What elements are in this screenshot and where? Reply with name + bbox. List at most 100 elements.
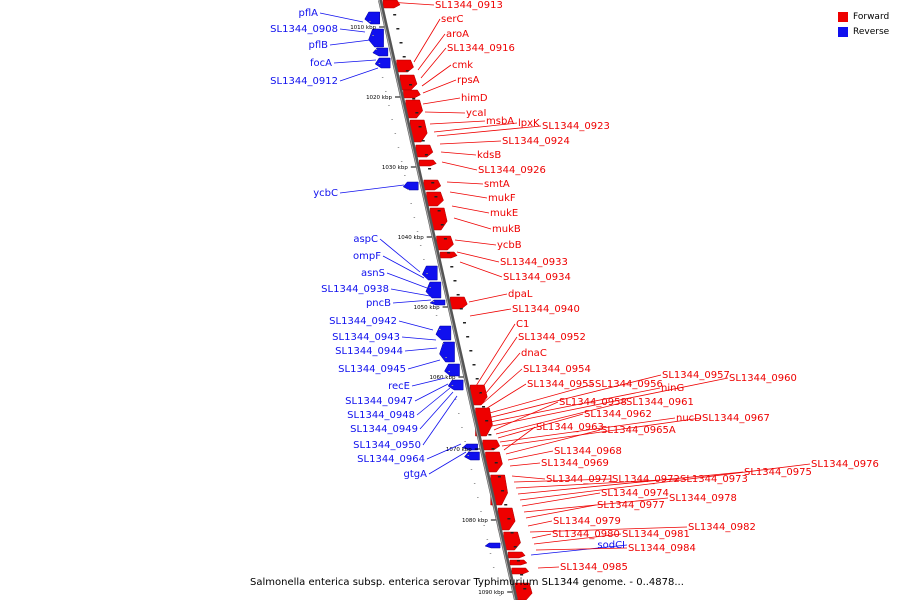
reverse-gene-label[interactable]: SL1344_0950 [353, 440, 421, 451]
forward-gene-feature[interactable] [503, 531, 521, 551]
reverse-gene-label[interactable]: SL1344_0944 [335, 346, 403, 357]
forward-gene-feature[interactable] [511, 567, 530, 575]
forward-gene-label[interactable]: SL1344_0957 [662, 370, 730, 381]
reverse-gene-label[interactable]: SL1344_0949 [350, 424, 418, 435]
forward-gene-label[interactable]: ycbB [497, 240, 522, 251]
reverse-gene-feature[interactable] [447, 379, 464, 391]
forward-gene-label[interactable]: ycaI [466, 108, 487, 119]
reverse-gene-label[interactable]: pflA [299, 8, 319, 19]
forward-gene-label[interactable]: mukE [490, 208, 518, 219]
forward-gene-label[interactable]: smtA [484, 179, 510, 190]
forward-gene-label[interactable]: msbA [486, 116, 514, 127]
forward-gene-label[interactable]: SL1344_0940 [512, 304, 580, 315]
forward-gene-feature[interactable] [426, 191, 444, 207]
forward-gene-feature[interactable] [423, 179, 442, 191]
reverse-gene-feature[interactable] [484, 542, 501, 549]
forward-gene-label[interactable]: C1 [516, 319, 529, 330]
forward-gene-label[interactable]: SL1344_0980 [552, 529, 620, 540]
reverse-gene-feature[interactable] [374, 57, 391, 69]
forward-gene-label[interactable]: SL1344_0923 [542, 121, 610, 132]
forward-gene-label[interactable]: dpaL [508, 289, 533, 300]
forward-gene-label[interactable]: rpsA [457, 75, 480, 86]
reverse-gene-label[interactable]: ycbC [313, 188, 338, 199]
forward-gene-label[interactable]: SL1344_0924 [502, 136, 570, 147]
forward-gene-label[interactable]: cmk [452, 60, 473, 71]
reverse-gene-label[interactable]: SL1344_0945 [338, 364, 406, 375]
reverse-gene-label[interactable]: gtgA [404, 469, 428, 480]
forward-gene-feature[interactable] [403, 89, 421, 99]
reverse-gene-feature[interactable] [372, 47, 389, 57]
forward-gene-label[interactable]: dnaC [521, 348, 547, 359]
forward-gene-label[interactable]: SL1344_0973 [680, 474, 748, 485]
forward-gene-label[interactable]: SL1344_0926 [478, 165, 546, 176]
forward-gene-label[interactable]: SL1344_0968 [554, 446, 622, 457]
forward-gene-label[interactable]: SL1344_0934 [503, 272, 571, 283]
forward-gene-label[interactable]: SL1344_0976 [811, 459, 879, 470]
reverse-gene-feature[interactable] [439, 341, 455, 363]
forward-gene-feature[interactable] [382, 0, 401, 9]
reverse-gene-feature[interactable] [368, 28, 384, 48]
forward-gene-label[interactable]: SL1344_0974 [601, 488, 669, 499]
reverse-gene-label[interactable]: ompF [353, 251, 381, 262]
forward-gene-label[interactable]: ninG [661, 383, 684, 394]
forward-gene-label[interactable]: SL1344_0955 [527, 379, 595, 390]
forward-gene-label[interactable]: SL1344_0965A [601, 425, 676, 436]
forward-gene-label[interactable]: SL1344_0916 [447, 43, 515, 54]
forward-gene-feature[interactable] [490, 474, 508, 506]
reverse-gene-feature[interactable] [364, 11, 380, 25]
forward-gene-feature[interactable] [415, 144, 434, 158]
forward-gene-label[interactable]: SL1344_0977 [597, 500, 665, 511]
forward-gene-label[interactable]: SL1344_0963 [536, 422, 604, 433]
forward-gene-label[interactable]: SL1344_0982 [688, 522, 756, 533]
reverse-gene-feature[interactable] [402, 181, 419, 191]
forward-gene-label[interactable]: aroA [446, 29, 469, 40]
forward-gene-label[interactable]: SL1344_0961 [626, 397, 694, 408]
forward-gene-label[interactable]: SL1344_0952 [518, 332, 586, 343]
forward-gene-label[interactable]: kdsB [477, 150, 501, 161]
reverse-gene-label[interactable]: aspC [353, 234, 378, 245]
forward-gene-label[interactable]: SL1344_0913 [435, 0, 503, 11]
reverse-gene-label[interactable]: SL1344_0943 [332, 332, 400, 343]
forward-gene-feature[interactable] [507, 551, 526, 559]
forward-gene-label[interactable]: nucD [676, 413, 702, 424]
forward-gene-feature[interactable] [482, 439, 501, 451]
reverse-gene-label[interactable]: SL1344_0908 [270, 24, 338, 35]
reverse-gene-label[interactable]: SL1344_0947 [345, 396, 413, 407]
reverse-gene-label[interactable]: SL1344_0942 [329, 316, 397, 327]
legend-forward[interactable]: Forward [838, 9, 889, 24]
forward-gene-label[interactable]: mukB [492, 224, 521, 235]
reverse-gene-feature[interactable] [421, 265, 438, 281]
forward-gene-feature[interactable] [396, 59, 414, 73]
forward-gene-feature[interactable] [419, 159, 437, 167]
legend-reverse[interactable]: Reverse [838, 24, 889, 39]
forward-gene-label[interactable]: SL1344_0971 [546, 474, 614, 485]
reverse-gene-label[interactable]: sodCI [597, 540, 625, 551]
forward-gene-feature[interactable] [399, 74, 418, 91]
forward-gene-label[interactable]: SL1344_0960 [729, 373, 797, 384]
forward-gene-feature[interactable] [405, 99, 423, 119]
forward-gene-label[interactable]: SL1344_0975 [744, 467, 812, 478]
forward-gene-label[interactable]: SL1344_0969 [541, 458, 609, 469]
forward-gene-feature[interactable] [450, 296, 468, 310]
reverse-gene-label[interactable]: pncB [366, 298, 391, 309]
reverse-gene-label[interactable]: asnS [361, 268, 385, 279]
forward-gene-label[interactable]: SL1344_0972 [612, 474, 680, 485]
forward-gene-label[interactable]: himD [461, 93, 488, 104]
forward-gene-label[interactable]: SL1344_0958 [559, 397, 627, 408]
forward-gene-label[interactable]: SL1344_0954 [523, 364, 591, 375]
reverse-gene-feature[interactable] [435, 325, 452, 341]
reverse-gene-feature[interactable] [444, 363, 460, 377]
forward-gene-label[interactable]: SL1344_0979 [553, 516, 621, 527]
forward-gene-label[interactable]: SL1344_0985 [560, 562, 628, 573]
forward-gene-label[interactable]: SL1344_0967 [702, 413, 770, 424]
forward-gene-feature[interactable] [509, 559, 528, 566]
forward-gene-label[interactable]: serC [441, 14, 463, 25]
reverse-gene-label[interactable]: recE [388, 381, 410, 392]
reverse-gene-feature[interactable] [425, 281, 442, 299]
forward-gene-label[interactable]: SL1344_0978 [669, 493, 737, 504]
forward-gene-label[interactable]: SL1344_0962 [584, 409, 652, 420]
reverse-gene-label[interactable]: SL1344_0948 [347, 410, 415, 421]
reverse-gene-label[interactable]: pflB [308, 40, 328, 51]
reverse-gene-label[interactable]: SL1344_0938 [321, 284, 389, 295]
forward-gene-label[interactable]: SL1344_0956 [595, 379, 663, 390]
